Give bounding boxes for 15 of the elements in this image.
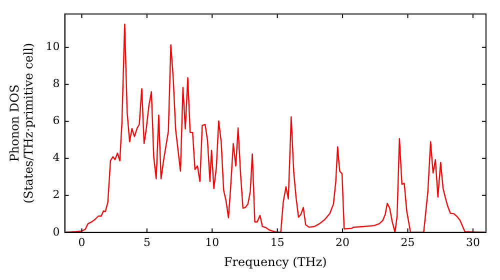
x-tick-label: 5 [143,236,150,249]
y-tick-label: 2 [52,188,60,202]
y-axis-title: Phonon DOS (States/THz·primitive cell) [7,42,36,204]
x-tick-label: 15 [270,236,284,249]
x-tick-label: 20 [336,236,350,249]
x-tick-label: 10 [205,236,220,249]
x-tick-label: 30 [466,236,480,249]
y-tick-label: 10 [46,40,60,54]
y-tick-label: 4 [52,151,60,164]
x-tick-label: 25 [400,236,415,249]
y-tick-label: 6 [52,114,60,128]
x-tick-label: 0 [78,236,86,249]
x-axis-title: Frequency (THz) [224,254,327,269]
y-tick-label: 0 [52,225,60,238]
y-tick-label: 8 [52,77,60,90]
